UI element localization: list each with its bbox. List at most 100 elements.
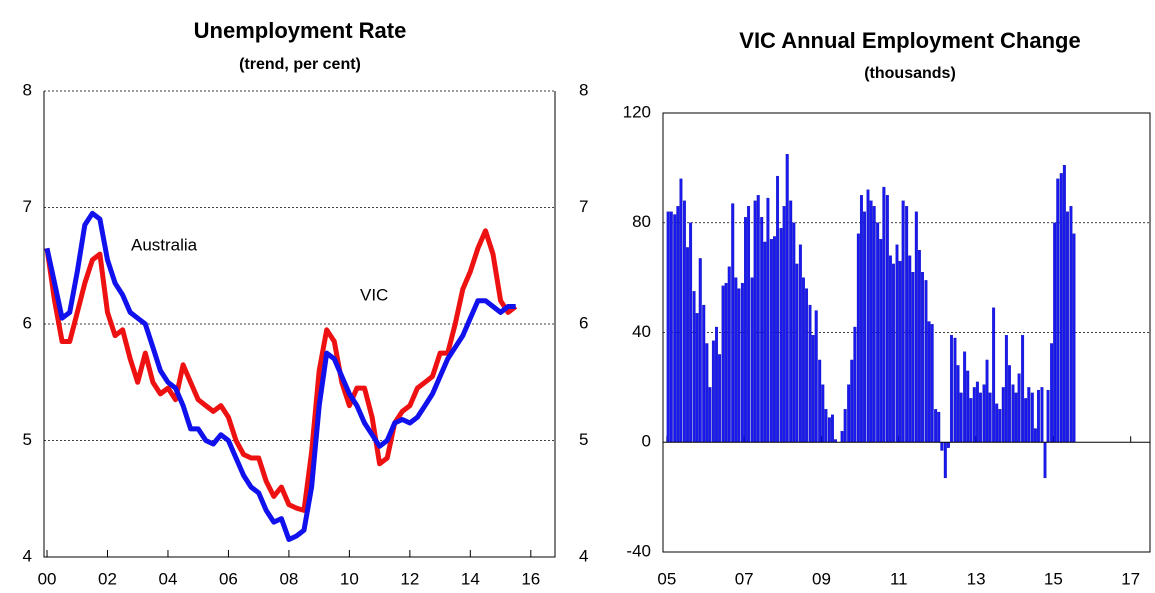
bar	[982, 384, 986, 443]
bar	[940, 442, 944, 451]
bar	[876, 222, 880, 443]
bar	[821, 384, 825, 443]
bar	[1011, 384, 1015, 443]
bar	[963, 351, 967, 443]
bar	[776, 175, 780, 443]
bar	[669, 211, 673, 443]
bar	[1065, 211, 1069, 443]
bar	[934, 409, 938, 443]
chart-title: Unemployment Rate	[194, 18, 407, 43]
bar	[785, 154, 789, 443]
bar	[1069, 206, 1073, 443]
y-tick-label: -40	[626, 541, 651, 560]
x-tick-label: 00	[38, 569, 57, 588]
bar	[721, 285, 725, 443]
bar	[744, 217, 747, 443]
bar	[814, 310, 818, 443]
plot-frame	[43, 91, 556, 558]
bar	[956, 365, 960, 443]
bar	[731, 203, 735, 443]
bar	[888, 255, 892, 443]
bar	[789, 200, 793, 443]
bar	[805, 288, 809, 443]
bar	[682, 200, 686, 443]
bar	[853, 326, 857, 443]
y-tick-label: 0	[642, 432, 651, 451]
bar	[998, 409, 1002, 443]
bar	[1024, 398, 1028, 443]
bar	[856, 233, 860, 443]
bar	[769, 239, 773, 443]
bar	[679, 178, 683, 443]
bar	[692, 291, 696, 443]
bar	[766, 197, 770, 443]
bar	[914, 211, 918, 443]
bar	[818, 359, 822, 443]
bar	[686, 247, 689, 443]
bar	[750, 277, 754, 443]
x-tick-label: 07	[735, 569, 754, 588]
bar	[1030, 392, 1034, 443]
bar	[1059, 173, 1063, 443]
y2-tick-label: 7	[579, 197, 588, 216]
bar	[937, 411, 941, 443]
y-tick-label: 7	[23, 197, 32, 216]
bar	[1062, 164, 1066, 443]
bar	[905, 206, 909, 443]
bar	[773, 236, 776, 443]
bar	[1072, 233, 1076, 443]
bar	[798, 244, 802, 443]
bar	[715, 326, 718, 443]
bar	[695, 313, 699, 443]
bar	[966, 370, 970, 443]
bar	[801, 277, 805, 443]
x-tick-label: 13	[967, 569, 986, 588]
x-tick-label: 02	[98, 569, 117, 588]
x-tick-label: 08	[279, 569, 298, 588]
bar	[917, 250, 921, 443]
bar	[946, 442, 950, 448]
bar	[753, 200, 757, 443]
bar	[911, 271, 915, 443]
y-tick-label: 120	[623, 102, 651, 121]
bar	[676, 206, 680, 443]
series-line	[44, 210, 516, 542]
bar	[698, 258, 702, 443]
bar	[872, 206, 876, 443]
bar	[1050, 343, 1054, 443]
bar	[666, 211, 670, 443]
bar	[924, 280, 928, 443]
bar	[988, 392, 992, 443]
plot-frame	[662, 112, 1151, 553]
bar	[756, 195, 760, 443]
bar	[1040, 387, 1044, 443]
bar	[673, 214, 677, 443]
chart-title: VIC Annual Employment Change	[739, 28, 1080, 53]
x-tick-label: 04	[159, 569, 178, 588]
x-tick-label: 11	[890, 569, 908, 588]
bar	[863, 211, 866, 443]
bar	[737, 288, 741, 443]
bar	[850, 359, 854, 443]
bar	[892, 263, 895, 443]
y-tick-label: 8	[23, 80, 32, 99]
x-tick-label: 17	[1121, 569, 1140, 588]
bar	[859, 195, 863, 443]
x-tick-label: 09	[812, 569, 831, 588]
bar	[885, 195, 889, 443]
bar	[827, 417, 831, 443]
bar	[830, 414, 834, 443]
bar	[979, 392, 982, 443]
x-tick-label: 14	[461, 569, 480, 588]
bar	[795, 263, 799, 443]
bar	[747, 206, 751, 443]
bar	[843, 409, 847, 443]
chart-subtitle: (thousands)	[864, 65, 956, 82]
bar	[879, 239, 883, 443]
bar	[1036, 389, 1040, 443]
x-tick-label: 16	[521, 569, 540, 588]
bar	[898, 261, 902, 443]
bar	[985, 359, 989, 443]
y-tick-label: 5	[23, 430, 32, 449]
